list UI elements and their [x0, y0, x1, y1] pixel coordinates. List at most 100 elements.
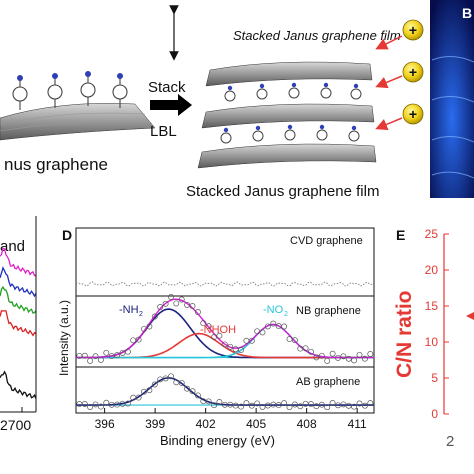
panel-d-frame — [75, 227, 375, 414]
panel-c-series — [0, 309, 37, 337]
data-point — [184, 301, 191, 308]
film-caption: Stacked Janus graphene film — [186, 183, 379, 200]
data-point — [243, 337, 250, 344]
data-point — [308, 348, 314, 355]
data-point — [297, 403, 304, 410]
panel-e-y-ticks: 25 20 15 10 5 0 — [425, 227, 449, 421]
panel-a-stacked-film: Stacked Janus graphene film Stacked Janu… — [169, 5, 401, 200]
data-point — [264, 323, 271, 330]
amino-phenyl-molecules — [12, 71, 128, 110]
data-point — [259, 403, 266, 410]
panel-e-cn-ratio: E 25 20 15 10 5 0 C/N ratio 2 — [393, 227, 474, 450]
cation-icon: + — [402, 61, 424, 83]
data-point — [87, 357, 94, 364]
x-tick-label: 396 — [95, 417, 115, 431]
y-tick-label: 25 — [425, 227, 439, 241]
svg-text:-NO: -NO — [263, 304, 284, 316]
data-point — [232, 402, 239, 409]
single-graphene-sheet — [0, 103, 156, 141]
y-tick-label: 0 — [431, 407, 438, 421]
film-title: Stacked Janus graphene film — [233, 28, 401, 43]
subplot-1 — [76, 294, 374, 364]
data-point — [254, 328, 261, 335]
left-caption: nus graphene — [4, 155, 108, 174]
data-point — [286, 336, 293, 343]
data-point — [367, 351, 374, 357]
data-point — [313, 354, 320, 361]
data-point — [318, 401, 325, 408]
x-tick-label: 411 — [348, 417, 367, 431]
data-point — [361, 355, 368, 362]
panel-e-xtick: 2 — [446, 433, 454, 450]
panel-e-ylabel: C/N ratio — [393, 290, 416, 378]
data-point — [291, 337, 298, 344]
data-point — [194, 309, 201, 315]
data-point — [318, 352, 325, 359]
data-point — [178, 296, 185, 303]
data-point — [114, 352, 121, 359]
panel-d-ylabel: Intensity (a.u.) — [57, 300, 71, 376]
data-point — [119, 349, 126, 356]
panel-d-letter: D — [62, 227, 72, 243]
panel-c-tick: 2700 — [0, 417, 31, 433]
data-point — [189, 303, 196, 310]
data-point — [281, 400, 288, 407]
data-point — [103, 399, 110, 406]
panel-d-xps: D Intensity (a.u.) CVD graphene NB graph… — [57, 227, 375, 448]
svg-text:+: + — [409, 64, 417, 80]
panel-b-letter: B — [462, 5, 472, 21]
x-tick-label: 408 — [297, 417, 317, 431]
data-point — [135, 394, 142, 401]
y-tick-label: 10 — [425, 335, 439, 349]
cation-indicators: + + + — [375, 19, 424, 131]
data-point — [302, 345, 309, 352]
panel-c-series — [0, 247, 37, 277]
data-point — [162, 300, 169, 307]
data-point — [130, 337, 137, 344]
svg-text:+: + — [409, 22, 417, 38]
data-point — [351, 403, 358, 410]
panel-c-series — [0, 266, 37, 298]
data-point — [211, 402, 218, 409]
data-point — [324, 357, 331, 364]
peak-label-nhoh: -NHOH — [200, 324, 236, 336]
panel-d-xlabel: Binding energy (eV) — [160, 433, 275, 448]
stack-label: Stack — [148, 79, 186, 96]
data-point — [151, 313, 158, 320]
subplot-2 — [76, 373, 374, 411]
data-point — [248, 402, 255, 409]
x-tick-label: 399 — [145, 417, 165, 431]
panel-c-series — [0, 285, 37, 314]
data-point — [141, 325, 147, 332]
peak-label-nh2: -NH 2 — [119, 304, 143, 318]
data-point — [157, 376, 164, 383]
panel-c-spectra — [0, 247, 37, 399]
data-point — [243, 400, 250, 407]
x-tick-label: 402 — [196, 417, 216, 431]
y-tick-label: 5 — [431, 371, 438, 385]
data-point — [248, 337, 255, 344]
data-point — [232, 346, 239, 353]
data-point — [92, 353, 99, 360]
intercalated-molecules — [220, 82, 362, 144]
data-point — [146, 323, 153, 330]
panel-c-raman-partial: and 2700 — [0, 216, 37, 433]
subplot-title-nb: NB graphene — [296, 305, 361, 317]
peak-label-no2: -NO 2 — [263, 304, 288, 318]
data-point — [324, 404, 331, 411]
data-point — [367, 400, 374, 407]
panel-b-simulation-thumbnail: B — [430, 0, 474, 198]
panel-e-data-marker — [466, 312, 474, 320]
data-point — [216, 332, 223, 339]
data-point — [221, 341, 228, 348]
subplot-title-ab: AB graphene — [296, 376, 360, 388]
data-point — [270, 320, 277, 327]
subplot-title-cvd: CVD graphene — [290, 235, 363, 247]
panel-c-band-label: and — [0, 238, 25, 255]
data-point — [351, 357, 358, 364]
data-point — [81, 352, 88, 359]
data-point — [200, 320, 207, 327]
cvd-spectrum-line — [75, 281, 374, 287]
y-tick-label: 20 — [425, 263, 439, 277]
